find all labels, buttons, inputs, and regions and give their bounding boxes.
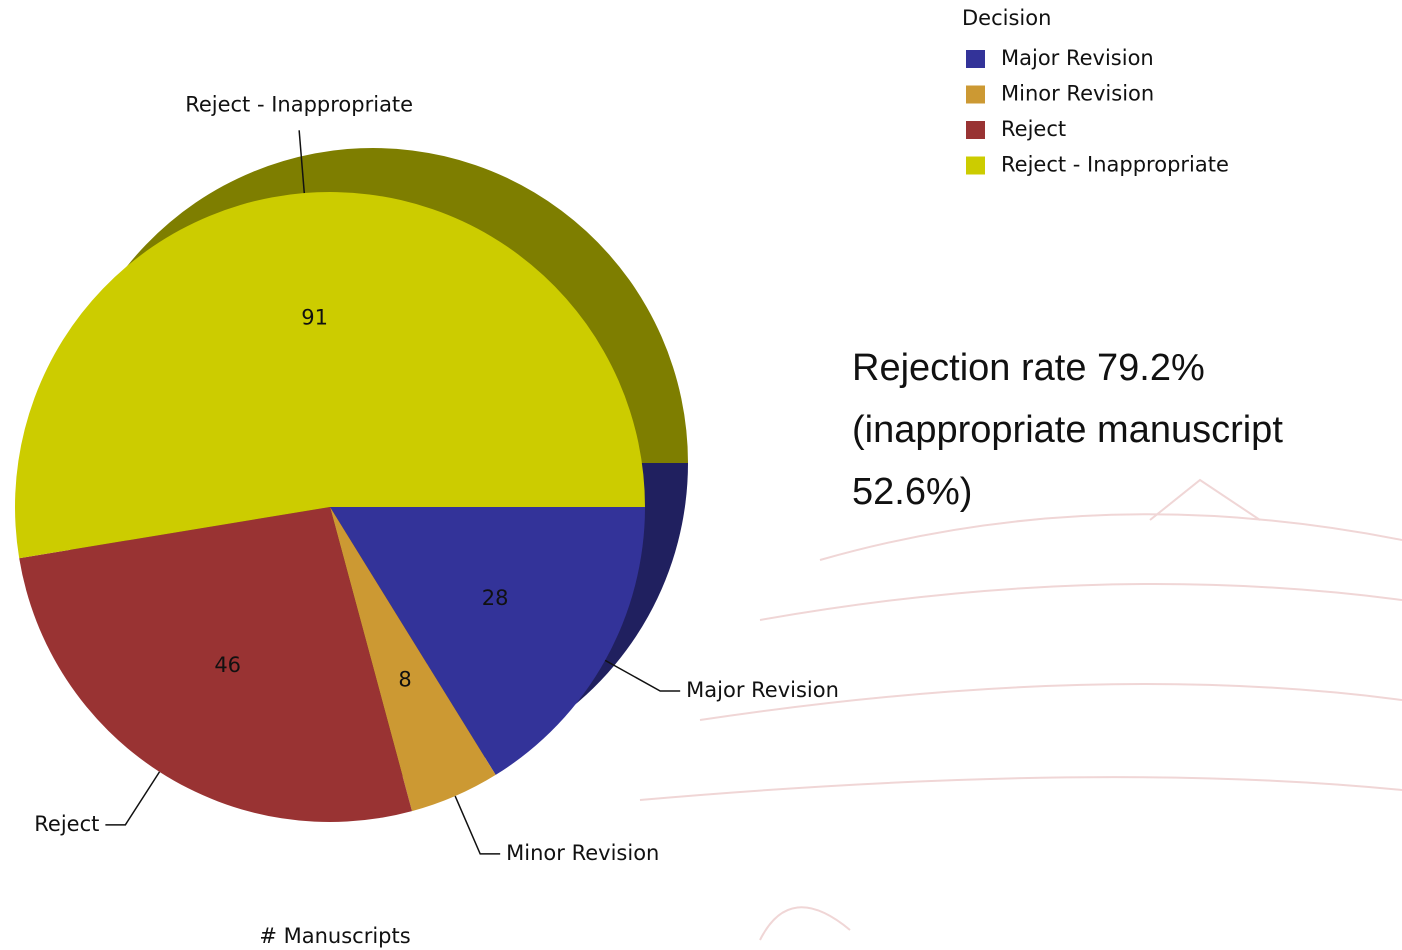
value-axis-label: # Manuscripts [259, 924, 410, 948]
legend-label: Reject [1001, 117, 1066, 141]
value-label: 8 [398, 667, 411, 691]
value-label: 28 [482, 586, 509, 610]
slice-label: Reject [34, 812, 99, 836]
value-label: 91 [301, 306, 328, 330]
annotation: Rejection rate 79.2% [852, 347, 1205, 389]
legend-label: Reject - Inappropriate [1001, 153, 1229, 177]
legend-swatch [966, 157, 985, 175]
legend-title: Decision [962, 6, 1051, 30]
legend-swatch [966, 121, 985, 139]
legend-swatch [966, 50, 985, 68]
legend-label: Minor Revision [1001, 82, 1154, 106]
leader-line [605, 660, 680, 691]
legend-swatch [966, 86, 985, 104]
leader-line [455, 796, 500, 854]
annotation: (inappropriate manuscript [852, 409, 1283, 451]
annotation: 52.6%) [852, 471, 972, 513]
watermark [640, 480, 1402, 940]
leader-line [105, 772, 159, 825]
chart: Decision # Manuscripts Rejection rate 79… [0, 0, 1402, 950]
slice-label: Minor Revision [506, 841, 659, 865]
slice-label: Reject - Inappropriate [185, 92, 413, 116]
value-label: 46 [214, 653, 241, 677]
legend-label: Major Revision [1001, 46, 1154, 70]
pie [15, 148, 688, 822]
slice-label: Major Revision [686, 678, 839, 702]
